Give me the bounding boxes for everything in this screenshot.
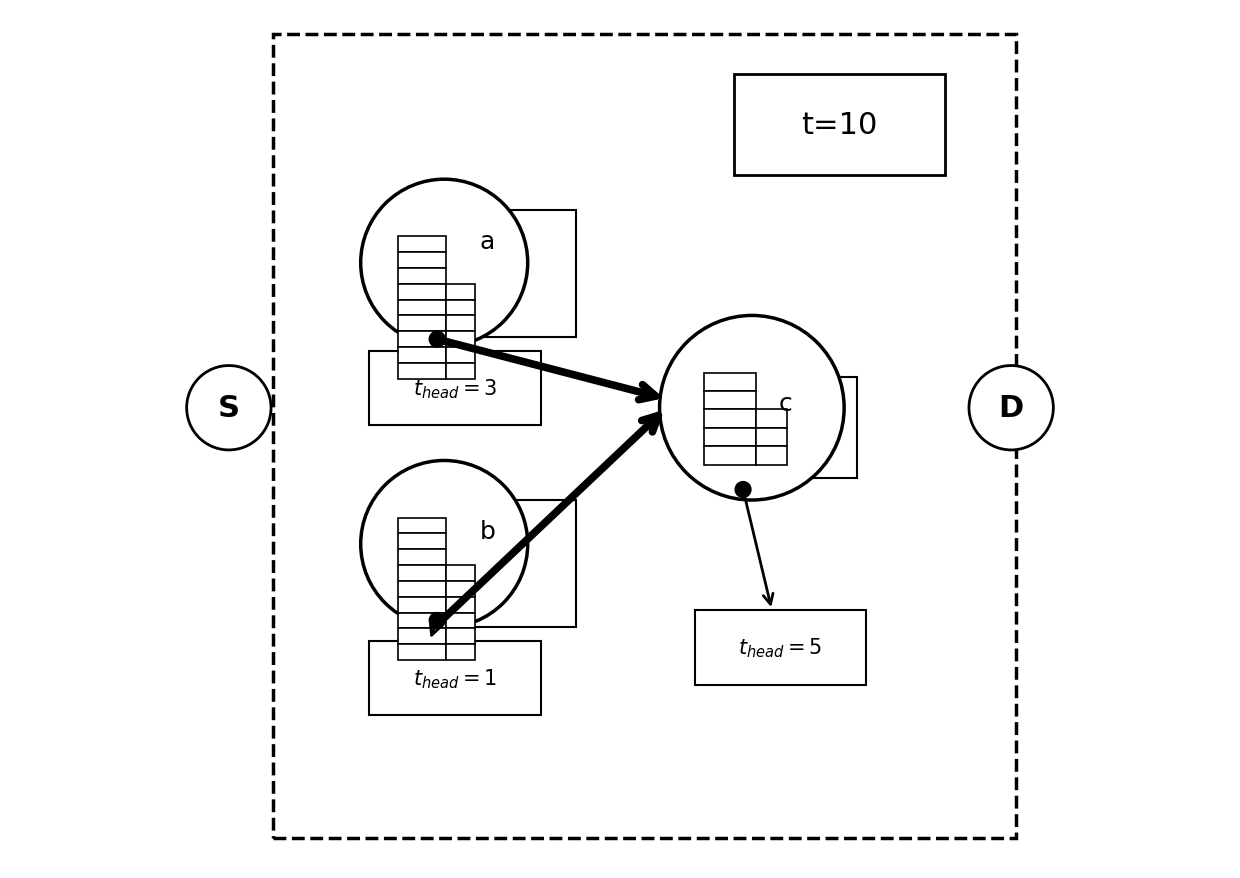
Bar [398, 363, 446, 379]
Bar [446, 644, 475, 660]
Bar [398, 348, 446, 363]
Bar [756, 447, 787, 465]
Bar [446, 629, 475, 644]
Text: t=10: t=10 [801, 111, 878, 140]
Bar [734, 75, 945, 176]
Bar [756, 428, 787, 447]
Bar [398, 332, 446, 348]
Bar [446, 300, 475, 316]
Bar [703, 392, 756, 410]
Bar [694, 610, 866, 685]
Text: b: b [480, 519, 495, 543]
Text: a: a [480, 229, 495, 254]
Bar [398, 550, 446, 565]
Bar [446, 565, 475, 581]
Bar [446, 597, 475, 613]
Bar [398, 237, 446, 253]
Bar [398, 284, 446, 300]
Bar [446, 581, 475, 597]
Text: $t_{head}=1$: $t_{head}=1$ [413, 666, 497, 690]
Circle shape [187, 366, 272, 450]
Bar [446, 363, 475, 379]
Bar [398, 253, 446, 269]
Bar [398, 534, 446, 550]
Bar [273, 35, 1016, 838]
Bar [398, 316, 446, 332]
Bar [703, 428, 756, 447]
Circle shape [968, 366, 1053, 450]
Bar [398, 597, 446, 613]
Circle shape [660, 316, 844, 500]
Bar [398, 518, 446, 534]
Bar [446, 284, 475, 300]
Bar [703, 373, 756, 392]
Bar [756, 378, 857, 479]
Bar [398, 565, 446, 581]
Text: D: D [998, 394, 1024, 422]
Bar [703, 447, 756, 465]
Bar [398, 629, 446, 644]
Circle shape [429, 613, 445, 629]
Bar [398, 613, 446, 629]
Text: $t_{head}=5$: $t_{head}=5$ [738, 636, 822, 659]
Bar [446, 348, 475, 363]
Circle shape [735, 482, 751, 498]
Bar [370, 641, 541, 716]
Bar [446, 316, 475, 332]
Bar [398, 269, 446, 284]
Circle shape [429, 332, 445, 348]
Bar [398, 300, 446, 316]
Text: S: S [218, 394, 239, 422]
Text: c: c [779, 392, 792, 416]
Bar [703, 410, 756, 428]
Bar [446, 613, 475, 629]
Bar [458, 211, 577, 338]
Bar [756, 410, 787, 428]
Circle shape [361, 461, 528, 628]
Text: $t_{head}=3$: $t_{head}=3$ [413, 377, 497, 400]
Bar [398, 581, 446, 597]
Bar [446, 332, 475, 348]
Circle shape [361, 180, 528, 347]
Bar [370, 351, 541, 426]
Bar [458, 500, 577, 628]
Bar [398, 644, 446, 660]
